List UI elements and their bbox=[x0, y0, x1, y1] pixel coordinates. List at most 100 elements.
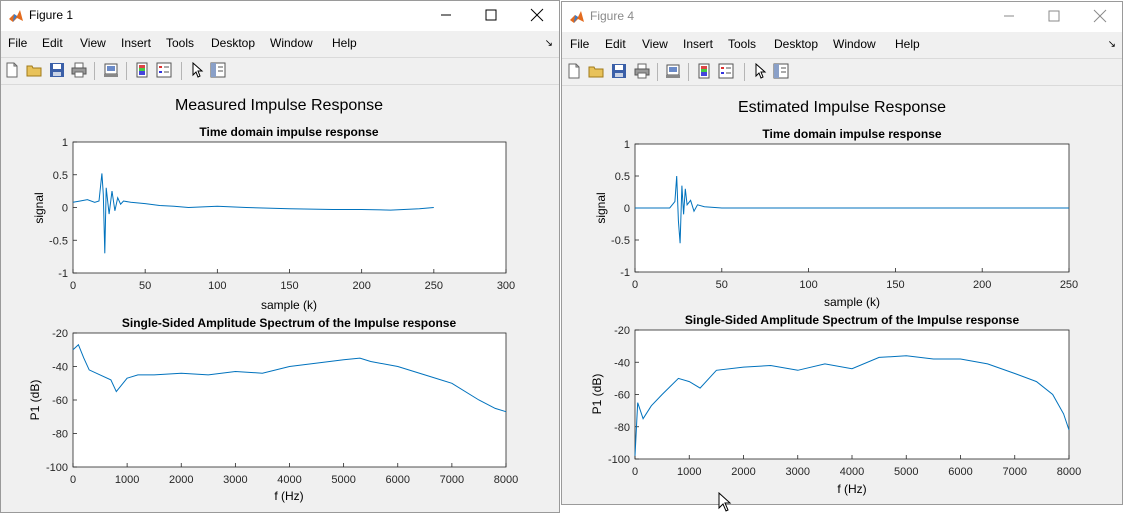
x-tick-label: 0 bbox=[632, 279, 638, 291]
menu-help[interactable]: Help bbox=[895, 37, 920, 51]
y-axis-label: P1 (dB) bbox=[28, 380, 42, 421]
menu-view[interactable]: View bbox=[80, 36, 106, 50]
axes-time-domain[interactable] bbox=[72, 141, 507, 274]
save-icon[interactable] bbox=[611, 63, 627, 79]
menu-file[interactable]: File bbox=[570, 37, 590, 51]
axes-spectrum[interactable] bbox=[634, 329, 1070, 460]
x-tick-label: 50 bbox=[716, 279, 728, 291]
y-tick-label: -60 bbox=[614, 390, 630, 402]
print-icon[interactable] bbox=[634, 63, 650, 79]
x-axis-label: sample (k) bbox=[261, 298, 317, 312]
close-icon[interactable] bbox=[1089, 6, 1111, 26]
figure-title: Measured Impulse Response bbox=[175, 97, 383, 114]
x-tick-label: 200 bbox=[352, 280, 370, 292]
edit-plot-icon[interactable] bbox=[189, 62, 205, 78]
figure-title: Estimated Impulse Response bbox=[738, 99, 946, 116]
print-icon[interactable] bbox=[71, 62, 87, 78]
print-preview-icon[interactable] bbox=[103, 62, 119, 78]
x-tick-label: 8000 bbox=[1057, 466, 1081, 478]
data-line bbox=[72, 173, 434, 254]
x-tick-label: 300 bbox=[497, 280, 515, 292]
y-axis-label: signal bbox=[32, 192, 46, 223]
figure-4-plots: Estimated Impulse Response Time domain i… bbox=[590, 99, 1081, 496]
x-tick-label: 100 bbox=[208, 280, 226, 292]
save-icon[interactable] bbox=[49, 62, 65, 78]
x-axis-label: f (Hz) bbox=[274, 489, 303, 503]
toolbar-separator bbox=[657, 63, 658, 81]
menu-bar: File Edit View Insert Tools Desktop Wind… bbox=[562, 34, 1122, 56]
window-title: Figure 4 bbox=[590, 9, 635, 23]
menu-window[interactable]: Window bbox=[833, 37, 876, 51]
x-tick-label: 100 bbox=[799, 279, 817, 291]
menu-file[interactable]: File bbox=[8, 36, 28, 50]
colorbar-icon[interactable] bbox=[696, 63, 712, 79]
dock-arrow-icon[interactable]: ↘ bbox=[1107, 39, 1116, 50]
figure-window-1[interactable]: Figure 1 File Edit View Insert Tools Des… bbox=[0, 0, 560, 513]
matlab-logo-icon bbox=[570, 11, 584, 23]
x-tick-label: 0 bbox=[70, 280, 76, 292]
menu-edit[interactable]: Edit bbox=[42, 36, 63, 50]
maximize-icon[interactable] bbox=[480, 5, 502, 25]
menu-insert[interactable]: Insert bbox=[121, 36, 152, 50]
edit-plot-icon[interactable] bbox=[752, 63, 768, 79]
close-icon[interactable] bbox=[526, 5, 548, 25]
property-inspector-icon[interactable] bbox=[210, 62, 226, 78]
menu-view[interactable]: View bbox=[642, 37, 668, 51]
x-tick-label: 250 bbox=[1060, 279, 1078, 291]
x-axis-label: sample (k) bbox=[824, 295, 880, 309]
axes-spectrum[interactable] bbox=[72, 332, 507, 468]
y-tick-label: 0 bbox=[62, 203, 68, 215]
menu-tools[interactable]: Tools bbox=[166, 36, 195, 50]
x-tick-label: 3000 bbox=[786, 466, 810, 478]
minimize-icon[interactable] bbox=[998, 6, 1020, 26]
toolbar-separator bbox=[688, 63, 689, 81]
y-tick-label: 0 bbox=[624, 203, 630, 215]
x-tick-label: 200 bbox=[973, 279, 991, 291]
title-bar[interactable]: Figure 4 bbox=[562, 2, 1122, 32]
open-file-icon[interactable] bbox=[26, 62, 42, 78]
menu-insert[interactable]: Insert bbox=[683, 37, 714, 51]
window-title: Figure 1 bbox=[29, 8, 74, 22]
desktop-background bbox=[560, 505, 1123, 515]
y-tick-label: -20 bbox=[52, 328, 68, 340]
y-tick-label: 1 bbox=[624, 139, 630, 151]
menu-bar: File Edit View Insert Tools Desktop Wind… bbox=[1, 33, 559, 55]
x-tick-label: 8000 bbox=[494, 474, 518, 486]
menu-edit[interactable]: Edit bbox=[605, 37, 626, 51]
colorbar-icon[interactable] bbox=[134, 62, 150, 78]
dock-arrow-icon[interactable]: ↘ bbox=[544, 38, 553, 49]
legend-icon[interactable] bbox=[718, 63, 734, 79]
title-bar[interactable]: Figure 1 bbox=[1, 1, 559, 31]
x-tick-label: 7000 bbox=[1003, 466, 1027, 478]
y-tick-label: -60 bbox=[52, 395, 68, 407]
figure-window-4[interactable]: Figure 4 File Edit View Insert Tools Des… bbox=[561, 1, 1123, 505]
y-tick-label: -80 bbox=[52, 429, 68, 441]
menu-desktop[interactable]: Desktop bbox=[774, 37, 819, 51]
new-figure-icon[interactable] bbox=[4, 62, 20, 78]
y-tick-label: -1 bbox=[620, 267, 630, 279]
y-tick-label: 1 bbox=[62, 137, 68, 149]
x-tick-label: 4000 bbox=[277, 474, 301, 486]
open-file-icon[interactable] bbox=[588, 63, 604, 79]
minimize-icon[interactable] bbox=[435, 5, 457, 25]
legend-icon[interactable] bbox=[156, 62, 172, 78]
toolbar-separator bbox=[744, 63, 745, 81]
new-figure-icon[interactable] bbox=[566, 63, 582, 79]
maximize-icon[interactable] bbox=[1043, 6, 1065, 26]
x-tick-label: 1000 bbox=[115, 474, 139, 486]
toolbar bbox=[1, 57, 559, 85]
property-inspector-icon[interactable] bbox=[773, 63, 789, 79]
plot-title: Single-Sided Amplitude Spectrum of the I… bbox=[685, 313, 1020, 327]
print-preview-icon[interactable] bbox=[665, 63, 681, 79]
y-axis-label: signal bbox=[594, 192, 608, 223]
x-tick-label: 50 bbox=[139, 280, 151, 292]
plot-title: Time domain impulse response bbox=[762, 127, 941, 141]
menu-tools[interactable]: Tools bbox=[728, 37, 757, 51]
menu-help[interactable]: Help bbox=[332, 36, 357, 50]
menu-window[interactable]: Window bbox=[270, 36, 313, 50]
menu-desktop[interactable]: Desktop bbox=[211, 36, 256, 50]
data-line bbox=[72, 343, 507, 413]
figure-1-plots: Measured Impulse Response Time domain im… bbox=[28, 97, 518, 503]
y-tick-label: -40 bbox=[614, 357, 630, 369]
toolbar-separator bbox=[181, 62, 182, 80]
